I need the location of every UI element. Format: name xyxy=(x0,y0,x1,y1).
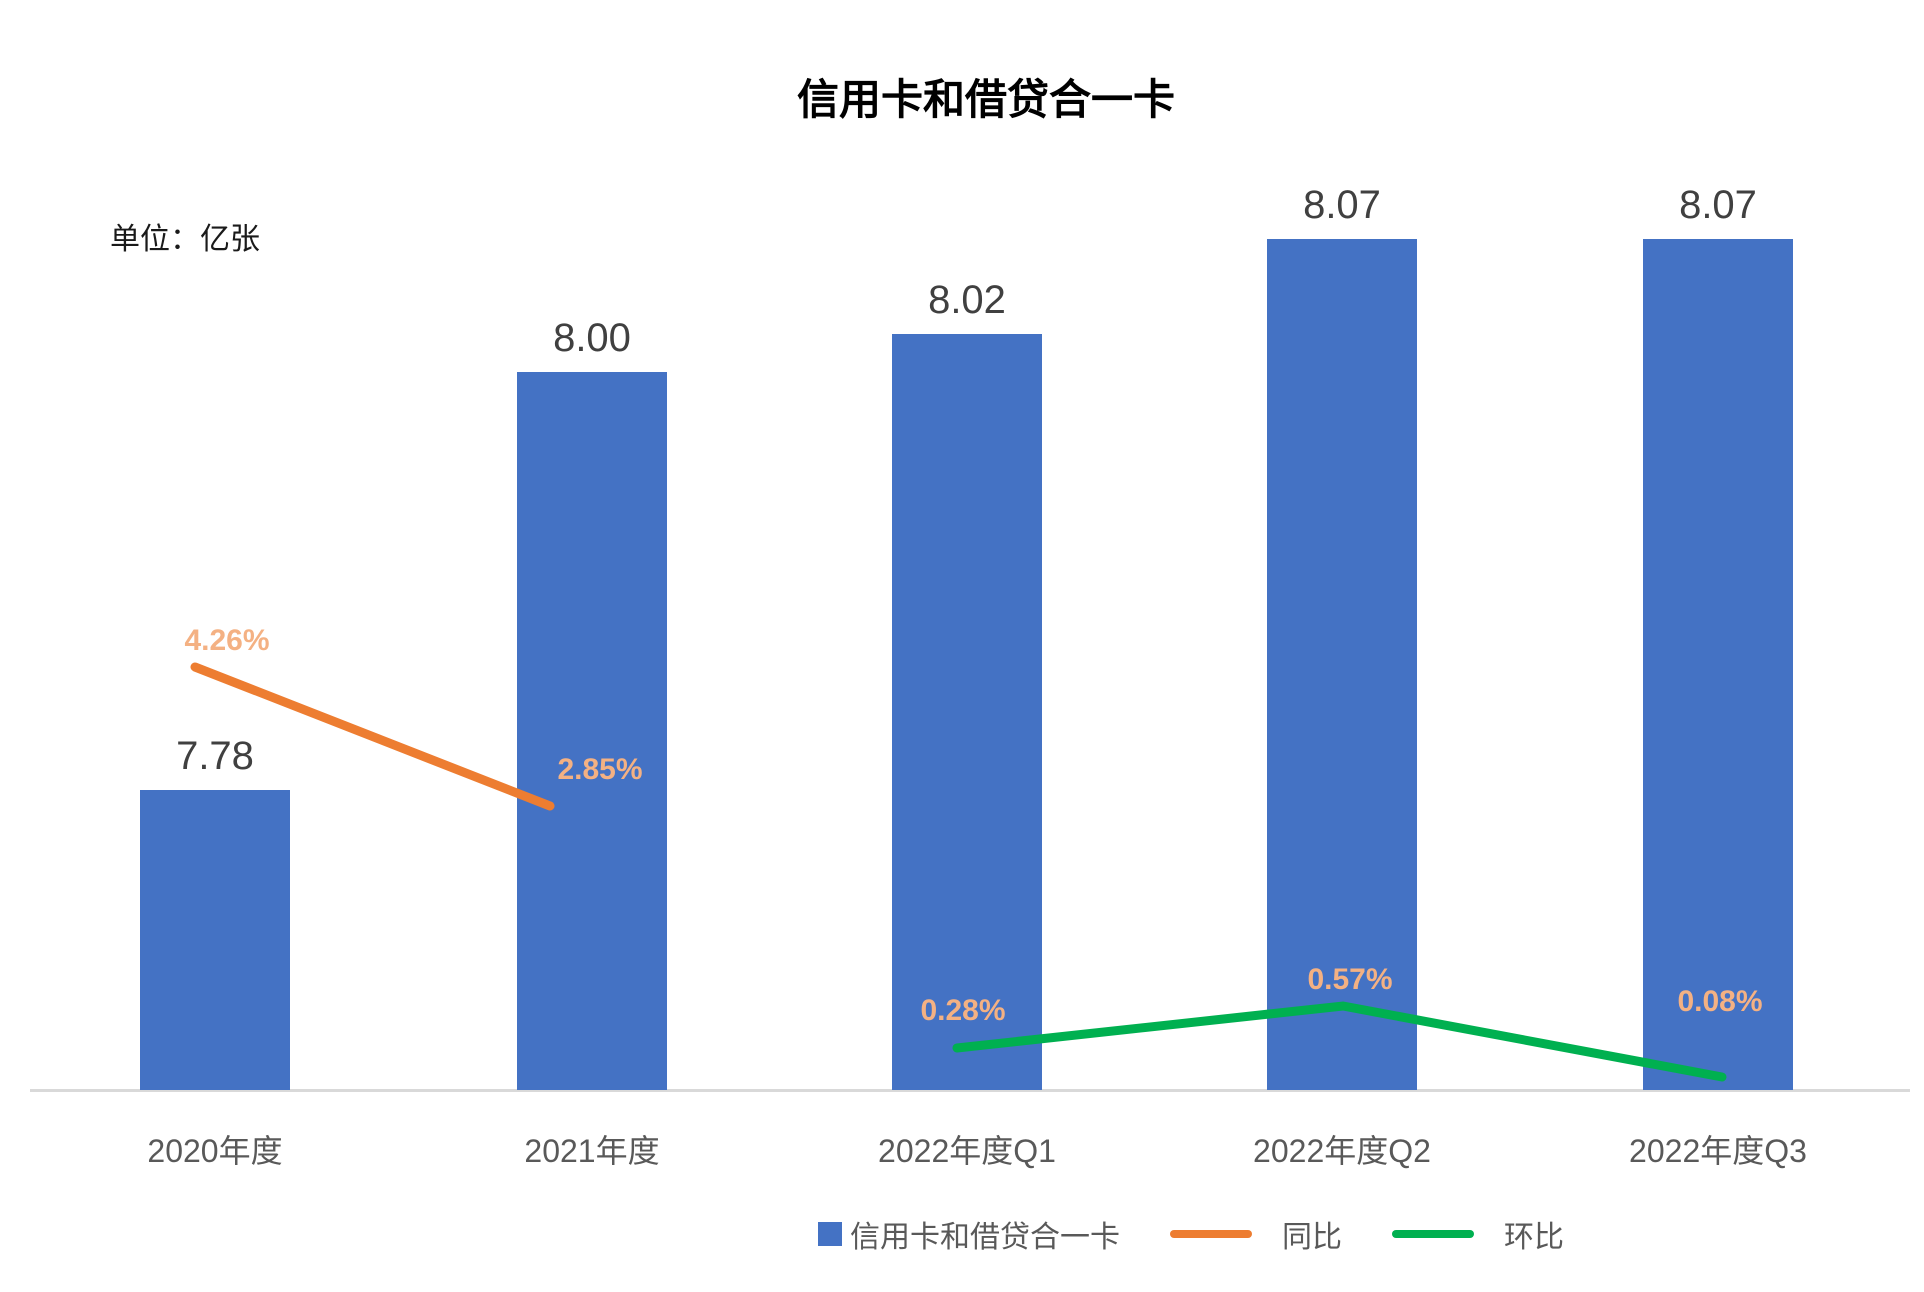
x-axis-label-1: 2021年度 xyxy=(524,1133,660,1169)
legend-square-marker-icon xyxy=(818,1222,842,1246)
unit-label: 单位：亿张 xyxy=(110,223,260,256)
qoq-percent-label-0: 0.28% xyxy=(920,994,1006,1027)
legend-item-0: 信用卡和借贷合一卡 xyxy=(818,1212,1120,1256)
bar-value-label-0: 7.78 xyxy=(176,734,254,778)
x-axis-label-3: 2022年度Q2 xyxy=(1253,1133,1431,1169)
legend-item-2: 环比 xyxy=(1392,1212,1564,1256)
yoy-percent-label-1: 2.85% xyxy=(557,753,643,786)
legend-label-1: 同比 xyxy=(1282,1221,1342,1254)
x-axis-label-0: 2020年度 xyxy=(147,1133,283,1169)
legend-line-marker-icon xyxy=(1392,1230,1474,1238)
bar-value-label-3: 8.07 xyxy=(1303,183,1381,227)
bar-4 xyxy=(1643,239,1793,1090)
qoq-percent-label-2: 0.08% xyxy=(1677,985,1763,1018)
bar-2 xyxy=(892,334,1042,1090)
chart-legend: 信用卡和借贷合一卡 同比 环比 xyxy=(818,1212,1564,1256)
yoy-percent-label-0: 4.26% xyxy=(184,624,270,657)
chart-title: 信用卡和借贷合一卡 xyxy=(796,76,1176,123)
x-axis-line xyxy=(30,1089,1910,1092)
bar-3 xyxy=(1267,239,1417,1090)
x-axis-label-2: 2022年度Q1 xyxy=(878,1133,1056,1169)
x-axis-label-4: 2022年度Q3 xyxy=(1629,1133,1807,1169)
bar-value-label-1: 8.00 xyxy=(553,316,631,360)
legend-item-1: 同比 xyxy=(1170,1212,1342,1256)
bar-1 xyxy=(517,372,667,1090)
bar-value-label-4: 8.07 xyxy=(1679,183,1757,227)
qoq-percent-label-1: 0.57% xyxy=(1307,963,1393,996)
legend-label-2: 环比 xyxy=(1504,1221,1564,1254)
legend-label-0: 信用卡和借贷合一卡 xyxy=(850,1221,1120,1254)
bar-value-label-2: 8.02 xyxy=(928,278,1006,322)
legend-line-marker-icon xyxy=(1170,1230,1252,1238)
bar-0 xyxy=(140,790,290,1090)
